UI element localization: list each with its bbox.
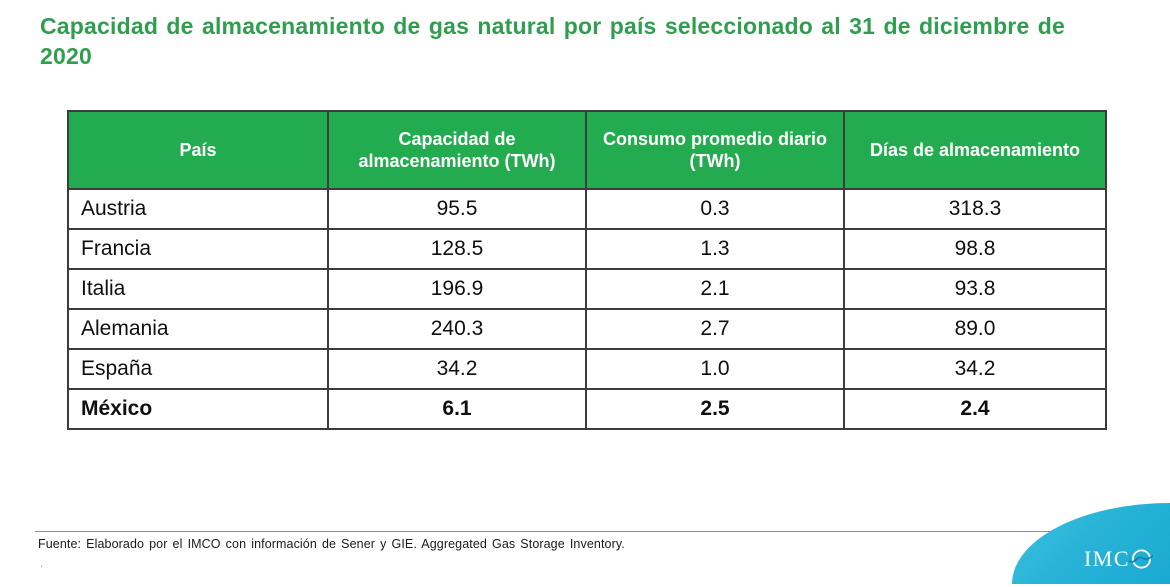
table-row-francia: Francia 128.5 1.3 98.8	[67, 228, 1107, 270]
page-title: Capacidad de almacenamiento de gas natur…	[40, 11, 1065, 71]
days-cell: 318.3	[843, 188, 1107, 230]
imco-logo-text: IMC	[1083, 546, 1130, 571]
table-row-mexico: México 6.1 2.5 2.4	[67, 388, 1107, 430]
consumption-cell: 1.3	[585, 228, 845, 270]
capacity-cell: 240.3	[327, 308, 587, 350]
days-cell: 98.8	[843, 228, 1107, 270]
column-header-capacidad: Capacidad de almacenamiento (TWh)	[327, 110, 587, 190]
table-row-austria: Austria 95.5 0.3 318.3	[67, 188, 1107, 230]
column-header-pais: País	[67, 110, 329, 190]
country-cell: España	[67, 348, 329, 390]
country-cell: Alemania	[67, 308, 329, 350]
imco-logo-o-swoosh-icon	[1129, 549, 1153, 569]
days-cell: 89.0	[843, 308, 1107, 350]
imco-logo-lockup: IMC	[1084, 547, 1153, 571]
capacity-cell: 34.2	[327, 348, 587, 390]
page-title-line1: Capacidad de almacenamiento de gas natur…	[40, 13, 1065, 39]
consumption-cell: 2.7	[585, 308, 845, 350]
capacity-cell: 95.5	[327, 188, 587, 230]
footer-divider	[35, 531, 1063, 532]
country-cell: Italia	[67, 268, 329, 310]
consumption-cell: 1.0	[585, 348, 845, 390]
country-cell: México	[67, 388, 329, 430]
days-cell: 34.2	[843, 348, 1107, 390]
capacity-cell: 196.9	[327, 268, 587, 310]
country-cell: Austria	[67, 188, 329, 230]
column-header-consumo: Consumo promedio diario (TWh)	[585, 110, 845, 190]
stray-dot: .	[40, 556, 44, 570]
table-row-alemania: Alemania 240.3 2.7 89.0	[67, 308, 1107, 350]
days-cell: 93.8	[843, 268, 1107, 310]
column-header-dias: Días de almacenamiento	[843, 110, 1107, 190]
country-cell: Francia	[67, 228, 329, 270]
table-header-row: País Capacidad de almacenamiento (TWh) C…	[67, 110, 1107, 190]
days-cell: 2.4	[843, 388, 1107, 430]
storage-capacity-table: País Capacidad de almacenamiento (TWh) C…	[67, 110, 1107, 430]
consumption-cell: 2.1	[585, 268, 845, 310]
table-row-espana: España 34.2 1.0 34.2	[67, 348, 1107, 390]
imco-logo: IMC	[1012, 503, 1170, 584]
table-row-italia: Italia 196.9 2.1 93.8	[67, 268, 1107, 310]
source-note: Fuente: Elaborado por el IMCO con inform…	[38, 537, 625, 551]
capacity-cell: 128.5	[327, 228, 587, 270]
page-title-line2: 2020	[40, 43, 92, 69]
capacity-cell: 6.1	[327, 388, 587, 430]
consumption-cell: 0.3	[585, 188, 845, 230]
consumption-cell: 2.5	[585, 388, 845, 430]
